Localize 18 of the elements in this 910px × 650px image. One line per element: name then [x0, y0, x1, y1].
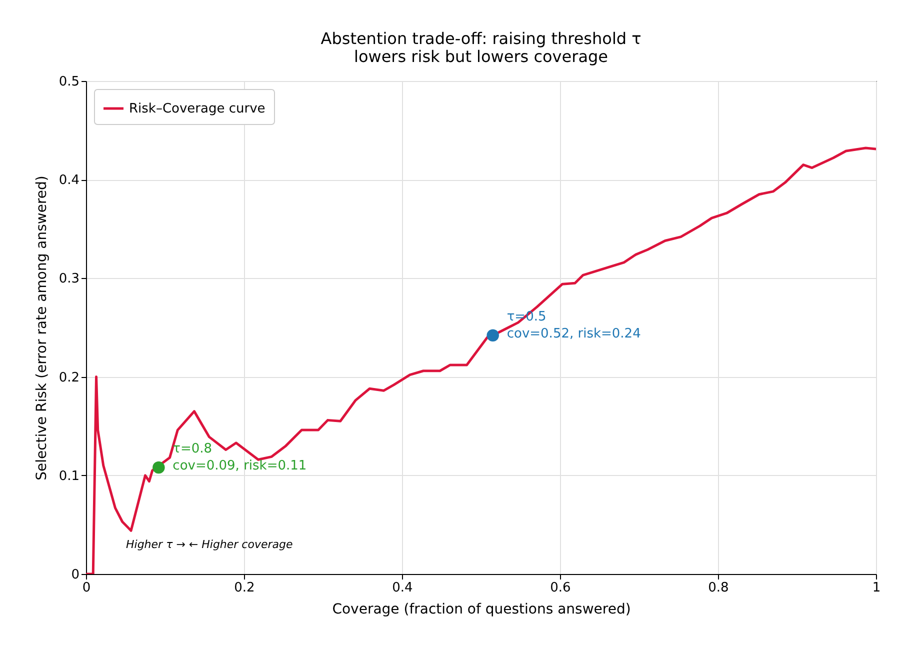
y-tick-label: 0.2: [58, 370, 80, 386]
y-tick-label: 0.4: [58, 173, 80, 188]
y-tick-label: 0: [71, 568, 80, 582]
y-axis-title: Selective Risk (error rate among answered): [34, 176, 50, 480]
x-tick-label: 0.6: [550, 580, 571, 596]
legend-label: Risk–Coverage curve: [129, 102, 266, 116]
x-tick-label: 0.8: [708, 580, 729, 596]
chart-title: Abstention trade-off: raising threshold τ lowers risk but lowers coverage: [320, 29, 642, 66]
y-tick-label: 0.3: [58, 272, 80, 287]
x-tick-label: 0.4: [392, 580, 413, 596]
y-tick-label: 0.5: [58, 74, 80, 90]
y-tick-label: 0.1: [58, 468, 80, 484]
annotation: Higher τ → ← Higher coverage: [126, 538, 293, 551]
x-tick-label: 0.2: [234, 580, 255, 596]
annotation: τ=0.8 cov=0.09, risk=0.11: [172, 442, 307, 474]
x-axis-title: Coverage (fraction of questions answered): [332, 602, 631, 618]
x-tick-label: 0: [82, 580, 91, 596]
x-tick-label: 1: [872, 580, 881, 596]
